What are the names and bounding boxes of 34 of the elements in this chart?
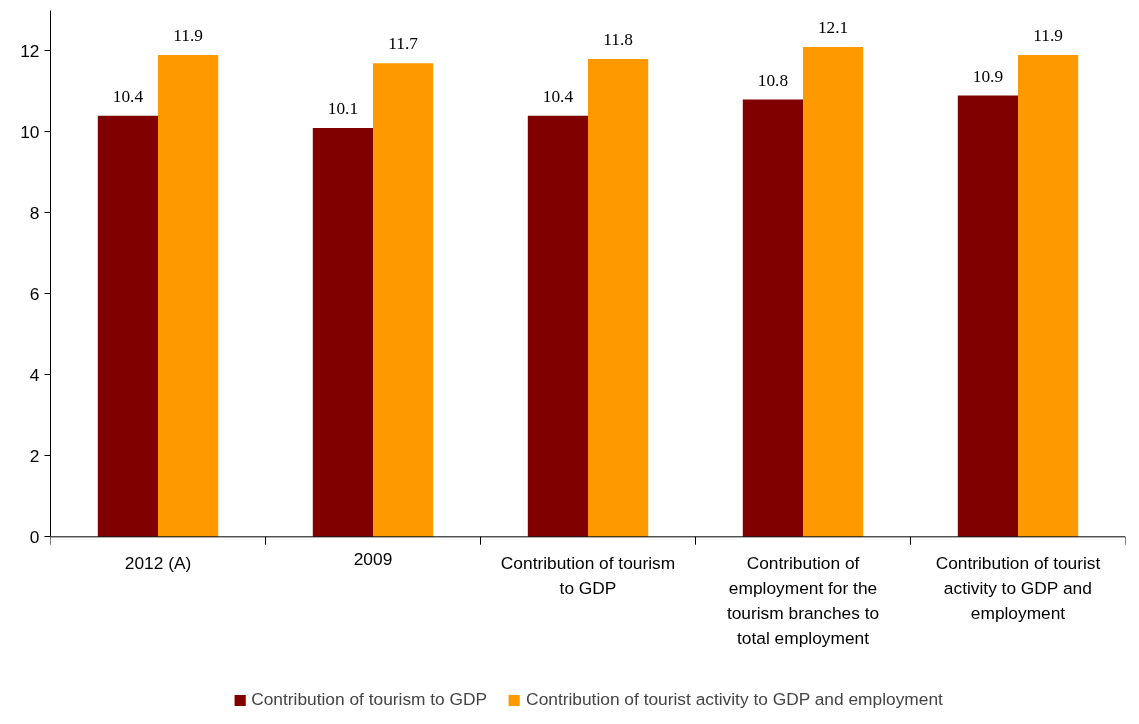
bar [803,46,864,537]
data-label: 12.1 [817,17,849,37]
data-label: 10.9 [972,66,1004,86]
y-tick-label: 10 [20,121,40,142]
bar [158,55,219,537]
data-label: 10.8 [757,70,789,90]
x-tick-label: Contribution of employment for the tourism branches to total employment [726,552,880,648]
x-tick-label: Contribution of tourist activity to GDP and employment [935,552,1101,623]
bar [1018,55,1079,537]
x-tick-label: 2009 [353,548,393,569]
bar [373,63,434,537]
x-tick-label: Contribution of tourism to GDP [500,552,676,598]
data-label: 10.1 [327,98,359,118]
x-tick-label: 2012 (A) [124,552,192,573]
data-label: 10.4 [542,86,574,106]
legend-label: Contribution of tourist activity to GDP and employment [526,689,943,710]
data-label: 11.9 [173,26,203,46]
y-tick-label: 8 [29,202,40,223]
bar [527,115,588,537]
y-tick-label: 4 [29,364,40,385]
y-tick-label: 6 [29,283,40,304]
data-label: 11.7 [388,34,419,54]
legend-label: Contribution of tourism to GDP [251,689,488,710]
y-tick-label: 12 [20,40,40,61]
bar [97,115,158,537]
bar [957,95,1018,537]
bar [312,127,373,537]
y-tick-label: 0 [29,526,40,547]
bar [588,59,649,537]
data-label: 10.4 [112,86,144,106]
data-label: 11.8 [603,30,633,50]
y-tick-label: 2 [29,445,40,466]
data-label: 11.9 [1033,26,1063,46]
bar [742,99,803,537]
